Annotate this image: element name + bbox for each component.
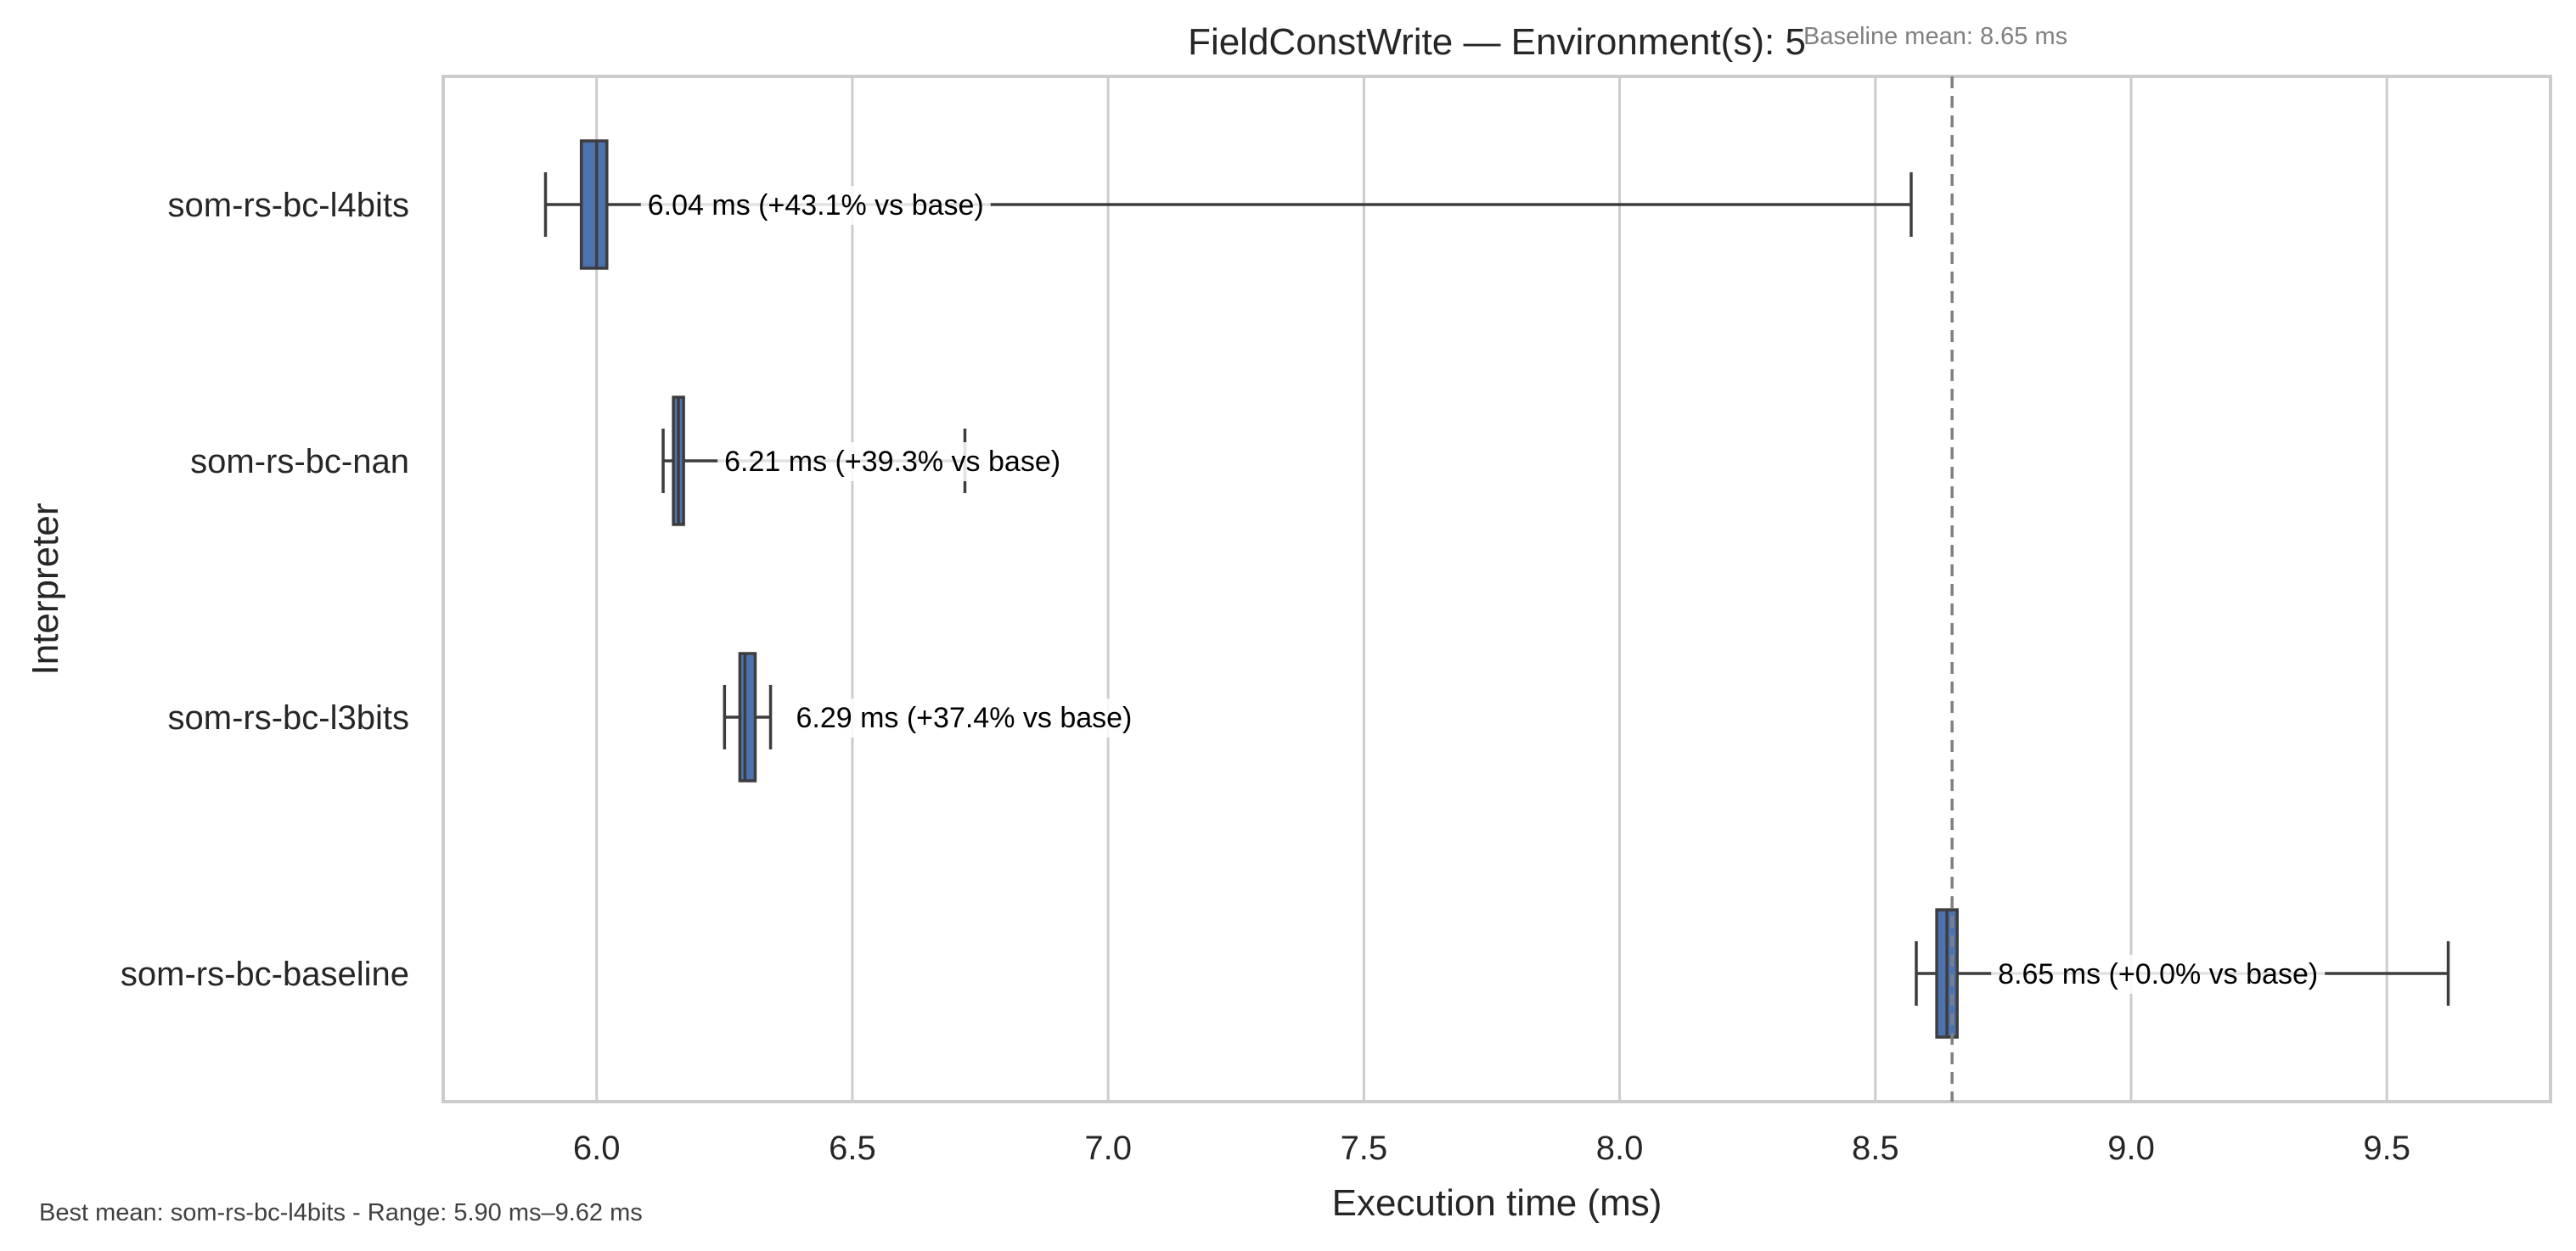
x-tick-label: 6.5 [829,1130,876,1167]
data-label: 6.21 ms (+39.3% vs base) [724,446,1060,478]
y-tick-label: som-rs-bc-l3bits [168,699,409,737]
x-tick-label: 7.5 [1341,1130,1388,1167]
x-tick-label: 9.0 [2107,1130,2155,1167]
x-axis-label: Execution time (ms) [1332,1182,1662,1224]
x-tick-label: 7.0 [1084,1130,1132,1167]
data-label-background [640,186,991,225]
data-label-background [717,442,1068,481]
baseline-label: Baseline mean: 8.65 ms [1803,23,2067,50]
y-tick-label: som-rs-bc-l4bits [168,187,409,224]
y-axis-label: Interpreter [25,503,66,676]
data-label: 6.04 ms (+43.1% vs base) [648,189,984,222]
chart-title: FieldConstWrite — Environment(s): 5 [1188,21,1806,63]
data-label: 6.29 ms (+37.4% vs base) [796,702,1132,734]
footnote: Best mean: som-rs-bc-l4bits - Range: 5.9… [39,1199,643,1226]
x-tick-label: 6.0 [573,1130,621,1167]
y-tick-label: som-rs-bc-nan [190,443,409,480]
data-label-background [789,698,1139,738]
plot-frame [442,75,2552,1103]
series-group [723,652,773,783]
y-tick-label: som-rs-bc-baseline [121,956,409,993]
data-label: 8.65 ms (+0.0% vs base) [1998,958,2318,990]
box [579,139,609,270]
x-tick-label: 8.5 [1852,1130,1899,1167]
overlay-layer: 6.04 ms (+43.1% vs base) 6.21 ms (+39.3% … [640,76,2326,1102]
x-tick-label: 8.0 [1596,1130,1644,1167]
axis-layer: 6.0 6.5 7.0 7.5 8.0 8.5 9.0 9.5 som-rs-bc-l4bits… [121,187,2410,1167]
data-label-background [1991,955,2326,994]
x-tick-label: 9.5 [2363,1130,2410,1167]
box [738,652,757,783]
